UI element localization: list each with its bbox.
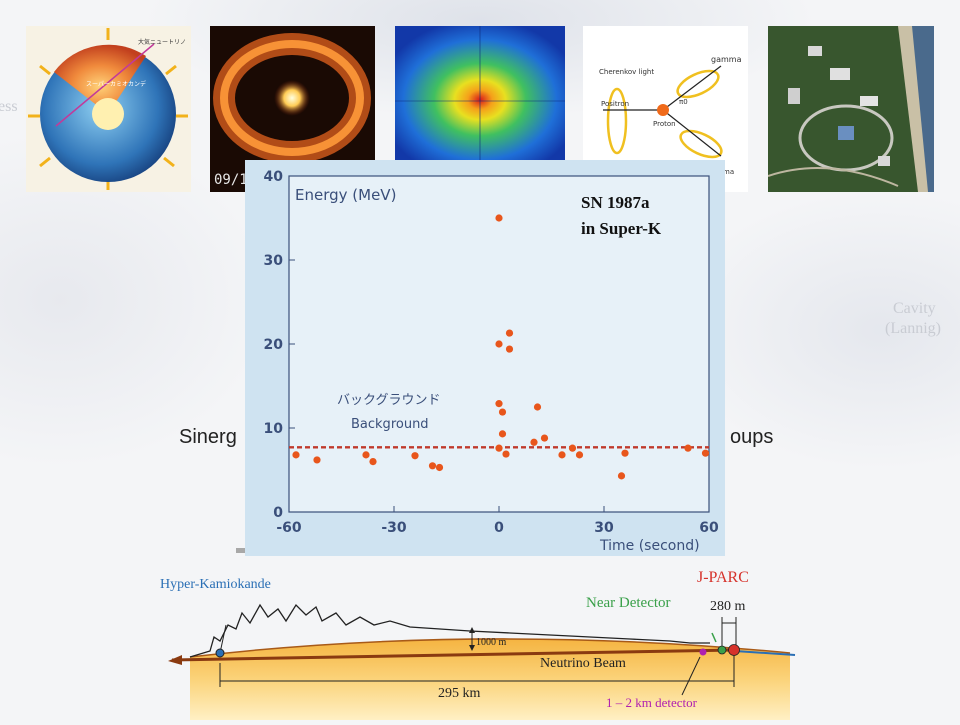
hyperk-marker bbox=[215, 648, 225, 658]
diagram-svg: 1000 m Neutrino Beam 295 km bbox=[168, 603, 796, 720]
distance-295-label: 295 km bbox=[438, 686, 481, 701]
earth-label-atmospheric: 大気ニュートリノ bbox=[138, 38, 186, 46]
x-tick-label: -60 bbox=[276, 520, 302, 536]
earth-label-superk: スーパーカミオカンデ bbox=[86, 80, 146, 88]
background-label-en: Background bbox=[351, 417, 429, 432]
hyperk-baseline-diagram: 1000 m Neutrino Beam 295 km Hyper-Kamiok… bbox=[150, 565, 800, 720]
mountain-profile bbox=[189, 603, 710, 658]
earth-crust bbox=[190, 638, 790, 720]
data-point bbox=[502, 450, 510, 458]
x-tick-label: 60 bbox=[699, 520, 719, 536]
label-cherenkov: Cherenkov light bbox=[599, 68, 654, 76]
depth-label: 1000 m bbox=[476, 637, 507, 648]
jparc-aerial-photo bbox=[768, 26, 934, 192]
earth-cutaway-image: 大気ニュートリノ スーパーカミオカンデ bbox=[26, 26, 191, 192]
data-point bbox=[568, 444, 577, 452]
km-detector-label: 1 – 2 km detector bbox=[606, 695, 697, 710]
near-detector-label: Near Detector bbox=[586, 595, 671, 611]
data-point bbox=[530, 438, 538, 446]
background-label-jp: バックグラウンド bbox=[337, 393, 440, 408]
beam-label: Neutrino Beam bbox=[540, 656, 626, 671]
data-point bbox=[684, 444, 692, 452]
jparc-marker bbox=[728, 644, 740, 656]
x-tick-label: 30 bbox=[594, 520, 614, 536]
chart-annotation-line2: in Super-K bbox=[581, 219, 662, 238]
overlay-text-right: oups bbox=[730, 426, 774, 448]
small-bullet-marker bbox=[236, 548, 245, 553]
x-tick-label: -30 bbox=[381, 520, 407, 536]
data-point bbox=[495, 340, 503, 348]
data-point bbox=[621, 449, 629, 457]
data-point bbox=[558, 451, 566, 459]
y-tick-label: 20 bbox=[264, 337, 284, 353]
data-point bbox=[701, 449, 710, 457]
background-fragment-cavity: Cavity bbox=[893, 300, 936, 317]
data-point bbox=[362, 451, 370, 459]
hyperk-label: Hyper-Kamiokande bbox=[160, 577, 271, 592]
near-detector-marker bbox=[717, 645, 727, 655]
data-point bbox=[369, 458, 377, 466]
x-tick-label: 0 bbox=[494, 520, 504, 536]
x-axis-label: Time (second) bbox=[599, 538, 700, 554]
data-point bbox=[495, 214, 503, 222]
neutrino-beam-line bbox=[171, 648, 736, 662]
background-fragment-lannig: (Lannig) bbox=[885, 320, 941, 337]
data-point bbox=[495, 400, 503, 408]
sn1987a-scatter-chart: 0 10 20 30 40 -60 -30 0 30 60 Energy (MeV) Time (… bbox=[245, 160, 725, 556]
km-detector-marker bbox=[699, 648, 707, 656]
data-point bbox=[498, 408, 507, 416]
data-point bbox=[292, 451, 300, 459]
y-tick-label: 30 bbox=[264, 253, 284, 269]
data-point bbox=[435, 463, 444, 472]
background-fragment-ess: ess bbox=[0, 98, 18, 115]
data-point bbox=[313, 456, 321, 464]
sn-image-caption: 09/1 bbox=[214, 172, 248, 188]
data-point bbox=[495, 444, 503, 452]
distance-280-label: 280 m bbox=[710, 599, 746, 614]
label-proton: Proton bbox=[653, 120, 676, 128]
y-axis-label: Energy (MeV) bbox=[295, 186, 396, 204]
data-point bbox=[505, 345, 514, 353]
data-point bbox=[617, 472, 626, 480]
data-point bbox=[575, 451, 584, 459]
label-positron: Positron bbox=[601, 100, 629, 108]
y-tick-label: 10 bbox=[264, 421, 284, 437]
y-tick-label: 0 bbox=[273, 505, 283, 521]
data-point bbox=[428, 462, 437, 470]
label-ma: ma bbox=[723, 168, 734, 176]
data-point bbox=[498, 430, 507, 438]
y-tick-label: 40 bbox=[264, 169, 284, 185]
jparc-label: J-PARC bbox=[697, 569, 749, 586]
label-gamma: gamma bbox=[711, 55, 742, 64]
data-point bbox=[533, 403, 542, 411]
overlay-text-left: Sinerg bbox=[179, 426, 237, 448]
beam-arrow-head bbox=[168, 655, 182, 665]
label-pi0: π0 bbox=[679, 98, 688, 106]
data-point bbox=[540, 434, 549, 442]
chart-annotation-line1: SN 1987a bbox=[581, 193, 650, 212]
sun-neutrino-image bbox=[395, 26, 565, 160]
chart-svg: 0 10 20 30 40 -60 -30 0 30 60 Energy (MeV) Time (… bbox=[264, 169, 719, 554]
data-point bbox=[505, 329, 514, 337]
data-point bbox=[411, 452, 419, 460]
